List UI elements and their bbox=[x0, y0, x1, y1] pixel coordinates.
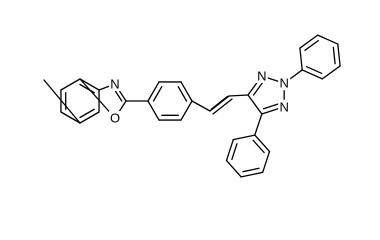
bond bbox=[321, 65, 341, 80]
bond bbox=[177, 86, 188, 102]
atom-label: N bbox=[279, 76, 288, 91]
bond bbox=[180, 81, 193, 102]
bond bbox=[191, 100, 211, 112]
label-bg bbox=[255, 68, 268, 83]
atom-label: N bbox=[110, 77, 119, 92]
bond bbox=[79, 78, 100, 91]
bond bbox=[79, 108, 95, 119]
bond bbox=[232, 134, 256, 141]
bond bbox=[240, 171, 264, 178]
bond bbox=[152, 86, 163, 102]
atom-label: N bbox=[257, 68, 266, 83]
bond bbox=[231, 143, 238, 161]
bond bbox=[228, 94, 249, 97]
label-bg bbox=[278, 76, 291, 91]
bond bbox=[304, 39, 319, 51]
bond bbox=[254, 134, 271, 153]
bond bbox=[247, 94, 263, 115]
bond bbox=[209, 95, 230, 112]
bond bbox=[262, 150, 271, 173]
label-bg bbox=[109, 111, 121, 125]
bond bbox=[252, 80, 265, 96]
bond bbox=[332, 46, 336, 65]
bond bbox=[337, 43, 341, 67]
bond bbox=[317, 34, 339, 45]
bond bbox=[306, 66, 323, 75]
atom-label: O bbox=[110, 111, 120, 126]
bond bbox=[60, 78, 81, 91]
bond bbox=[262, 102, 281, 110]
bond bbox=[301, 69, 323, 80]
bond bbox=[210, 95, 229, 110]
bond bbox=[299, 34, 319, 49]
molecule: NON NN bbox=[43, 34, 341, 178]
bond bbox=[242, 167, 260, 173]
bond bbox=[180, 100, 193, 121]
bond bbox=[299, 47, 303, 71]
bond bbox=[43, 79, 81, 124]
label-bg bbox=[278, 99, 291, 114]
bond bbox=[147, 81, 160, 102]
bond bbox=[225, 159, 242, 178]
label-bg bbox=[109, 77, 121, 91]
atom-label: N bbox=[279, 99, 288, 114]
bond bbox=[252, 139, 265, 154]
bond bbox=[147, 100, 160, 121]
bond bbox=[60, 111, 81, 124]
bond bbox=[79, 111, 100, 124]
bond bbox=[254, 113, 263, 136]
bond bbox=[225, 139, 234, 162]
bond bbox=[212, 98, 233, 115]
